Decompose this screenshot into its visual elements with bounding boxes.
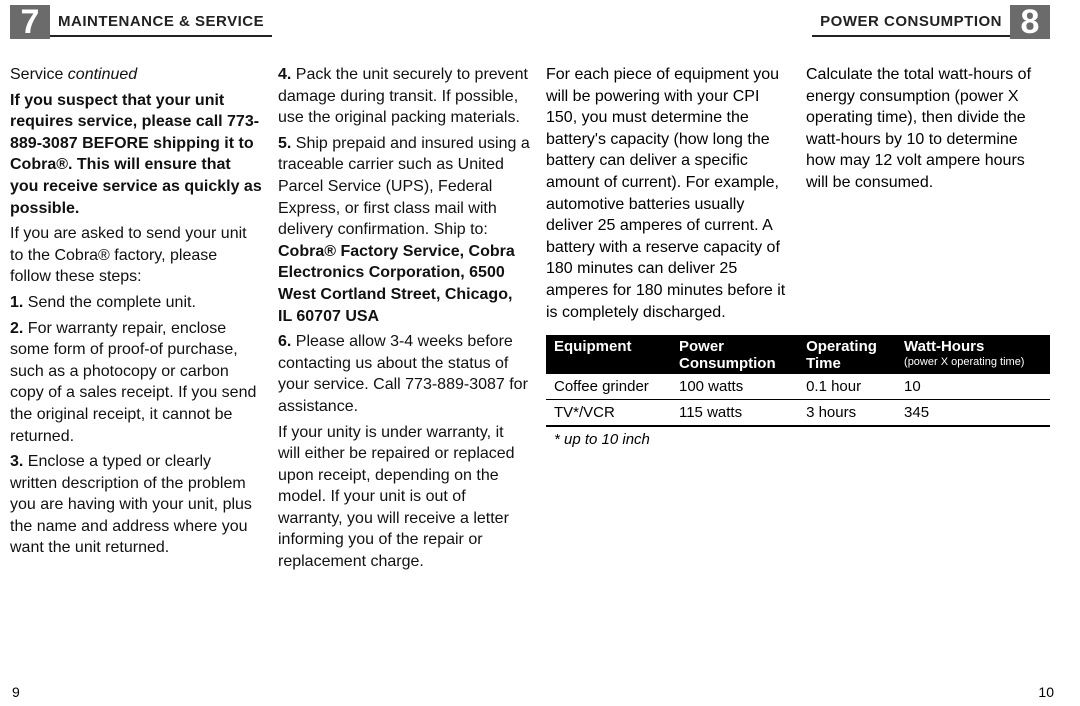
right-section-title: POWER CONSUMPTION	[812, 7, 1010, 37]
th-equipment: Equipment	[546, 335, 671, 374]
service-warning: If you suspect that your unit requires s…	[10, 90, 262, 220]
right-columns-wrap: For each piece of equipment you will be …	[546, 64, 1050, 644]
col2-p1: 4. Pack the unit securely to prevent dam…	[278, 64, 530, 129]
cell-wh: 345	[896, 400, 1050, 427]
cell-power: 115 watts	[671, 400, 798, 427]
table-footnote: * up to 10 inch	[546, 427, 1050, 452]
table-row: Coffee grinder 100 watts 0.1 hour 10	[546, 374, 1050, 400]
service-subhead: Service continued	[10, 64, 262, 86]
col2-p3: 6. Please allow 3-4 weeks before contact…	[278, 331, 530, 417]
cell-time: 3 hours	[798, 400, 896, 427]
table-body: Coffee grinder 100 watts 0.1 hour 10 TV*…	[546, 374, 1050, 426]
page-number-left: 9	[12, 684, 20, 700]
col1-p4: 2. For warranty repair, enclose some for…	[10, 318, 262, 448]
col1-p2: If you are asked to send your unit to th…	[10, 223, 262, 288]
col4-p1: Calculate the total watt-hours of energy…	[806, 64, 1050, 194]
cell-equip: TV*/VCR	[546, 400, 671, 427]
left-section-number: 7	[10, 5, 50, 39]
body-columns: Service continued If you suspect that yo…	[10, 44, 1050, 644]
right-section-number: 8	[1010, 5, 1050, 39]
column-3: For each piece of equipment you will be …	[546, 64, 790, 323]
column-4: Calculate the total watt-hours of energy…	[806, 64, 1050, 323]
th-time: OperatingTime	[798, 335, 896, 374]
cell-power: 100 watts	[671, 374, 798, 400]
ship-address: Cobra® Factory Service, Cobra Electronic…	[278, 243, 515, 325]
col1-p5: 3. Enclose a typed or clearly written de…	[10, 451, 262, 559]
table-header-row: Equipment PowerConsumption OperatingTime…	[546, 335, 1050, 374]
col3-p1: For each piece of equipment you will be …	[546, 64, 790, 323]
left-section-title: MAINTENANCE & SERVICE	[50, 7, 272, 37]
power-table-block: Equipment PowerConsumption OperatingTime…	[546, 335, 1050, 452]
col2-p4: If your unity is under warranty, it will…	[278, 422, 530, 573]
right-section-tab: POWER CONSUMPTION 8	[812, 0, 1050, 44]
th-watt-hours-sub: (power X operating time)	[904, 356, 1042, 368]
th-power: PowerConsumption	[671, 335, 798, 374]
header-bar: 7 MAINTENANCE & SERVICE POWER CONSUMPTIO…	[10, 0, 1050, 44]
subhead-continued: continued	[68, 66, 137, 83]
column-1: Service continued If you suspect that yo…	[10, 64, 262, 644]
left-section-tab: 7 MAINTENANCE & SERVICE	[10, 0, 272, 44]
subhead-text: Service	[10, 66, 68, 83]
th-watt-hours: Watt-Hours(power X operating time)	[896, 335, 1050, 374]
cell-wh: 10	[896, 374, 1050, 400]
column-2: 4. Pack the unit securely to prevent dam…	[278, 64, 530, 644]
cell-time: 0.1 hour	[798, 374, 896, 400]
right-columns-row: For each piece of equipment you will be …	[546, 64, 1050, 323]
table-row: TV*/VCR 115 watts 3 hours 345	[546, 400, 1050, 427]
col2-p2: 5. Ship prepaid and insured using a trac…	[278, 133, 530, 327]
cell-equip: Coffee grinder	[546, 374, 671, 400]
page-number-right: 10	[1038, 684, 1054, 700]
manual-spread: 7 MAINTENANCE & SERVICE POWER CONSUMPTIO…	[0, 0, 1080, 706]
power-consumption-table: Equipment PowerConsumption OperatingTime…	[546, 335, 1050, 427]
col1-p3: 1. Send the complete unit.	[10, 292, 262, 314]
